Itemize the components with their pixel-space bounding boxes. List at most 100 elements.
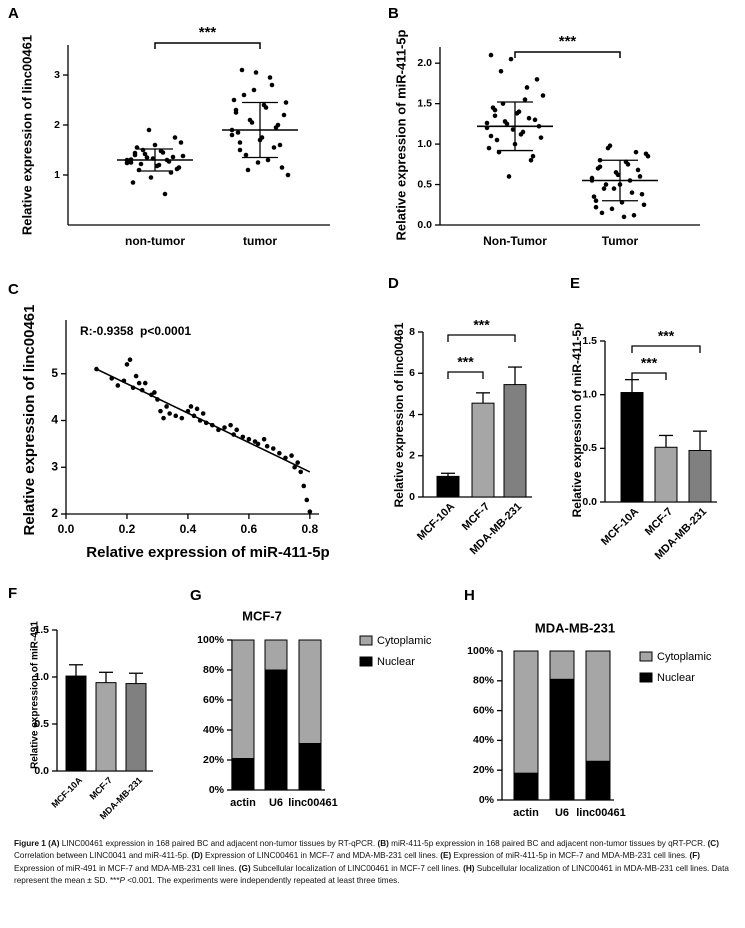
data-point: [283, 100, 289, 105]
data-point: [253, 70, 259, 75]
legend-label: Nuclear: [657, 672, 695, 684]
data-point: [152, 390, 157, 395]
y-axis-label: Relative expression of miR-411-5p: [393, 29, 408, 240]
data-point: [277, 450, 282, 456]
bar-segment: [298, 743, 322, 791]
data-point: [488, 133, 494, 139]
data-point: [597, 157, 603, 163]
bar: [471, 402, 495, 498]
data-point: [200, 411, 206, 416]
x-tick-label: 0.4: [180, 522, 197, 536]
data-point: [510, 127, 516, 132]
caption: Figure 1 (A) LINC00461 expression in 168…: [14, 838, 732, 887]
y-tick-label: 2.0: [417, 57, 432, 69]
significance-label: ***: [641, 355, 658, 371]
y-tick-label: 0.5: [582, 442, 597, 454]
legend-label: Nuclear: [377, 656, 415, 668]
data-point: [514, 111, 520, 116]
data-point: [615, 172, 621, 178]
bar: [95, 682, 117, 772]
bar-segment: [585, 760, 611, 801]
annotation: R:-0.9358 p<0.0001: [80, 324, 191, 338]
data-point: [593, 198, 599, 204]
data-point: [304, 497, 310, 503]
data-point: [235, 130, 241, 135]
data-point: [233, 110, 239, 115]
caption-run: Expression of miR-411-5p in MCF-7 and MD…: [451, 851, 690, 861]
data-point: [285, 172, 291, 178]
legend-swatch: [639, 672, 653, 683]
caption-run: Subcellular localization of LINC00461 in…: [14, 863, 729, 885]
data-point: [301, 483, 307, 489]
data-point: [601, 186, 607, 191]
x-axis-label: Relative expression of miR-411-5p: [86, 544, 329, 561]
caption-run: (C): [707, 839, 719, 848]
data-point: [255, 160, 261, 165]
data-point: [241, 92, 247, 98]
data-point: [591, 194, 597, 199]
data-point: [142, 151, 148, 157]
x-tick-label: 0.8: [302, 522, 319, 536]
data-point: [629, 190, 635, 195]
x-tick-label: actin: [230, 797, 256, 809]
x-tick-label: non-tumor: [125, 234, 185, 248]
data-point: [484, 120, 490, 126]
data-point: [146, 127, 152, 133]
y-tick-label: 1.5: [417, 97, 432, 109]
data-point: [540, 93, 546, 98]
data-point: [167, 411, 172, 416]
caption-run: (F): [689, 851, 700, 861]
data-point: [633, 149, 639, 155]
y-tick-label: 80%: [203, 664, 225, 676]
data-point: [534, 77, 540, 82]
data-point: [127, 357, 133, 363]
data-point: [492, 113, 498, 119]
bar: [503, 384, 527, 498]
significance-label: ***: [199, 24, 217, 41]
data-point: [255, 441, 261, 447]
y-axis-label: Relative expression of linc00461: [21, 305, 38, 536]
y-tick-label: 0.0: [417, 219, 432, 231]
x-tick-label: MCF-7: [643, 506, 675, 538]
data-point: [194, 406, 200, 412]
data-point: [621, 214, 627, 220]
significance-bracket: [447, 334, 516, 342]
y-tick-label: 100%: [467, 645, 495, 657]
data-point: [264, 443, 270, 449]
panel-label: B: [388, 5, 399, 22]
data-point: [275, 122, 281, 128]
y-tick-label: 1: [54, 169, 60, 181]
data-point: [172, 135, 178, 140]
caption-run: Figure 1: [14, 839, 49, 848]
x-tick-label: Non-Tumor: [483, 234, 547, 248]
caption-run: Expression of LINC00461 in MCF-7 and MDA…: [202, 851, 441, 861]
data-point: [599, 210, 605, 216]
x-tick-label: 0.6: [241, 522, 258, 536]
bar: [620, 392, 644, 503]
data-point: [161, 415, 166, 421]
data-point: [532, 117, 538, 123]
legend-swatch: [639, 651, 653, 662]
bar-segment: [513, 772, 539, 801]
x-tick-label: actin: [513, 807, 539, 819]
data-point: [307, 509, 313, 514]
bar-segment: [264, 669, 288, 791]
y-tick-label: 0.0: [582, 496, 597, 508]
bar: [436, 475, 460, 498]
data-point: [247, 117, 253, 123]
panel-label: E: [570, 275, 580, 292]
significance-label: ***: [473, 317, 490, 333]
x-tick-label: linc00461: [576, 807, 626, 819]
data-point: [530, 153, 536, 159]
legend-swatch: [359, 656, 373, 667]
y-tick-label: 4: [51, 413, 58, 427]
data-point: [528, 157, 534, 163]
y-tick-label: 60%: [203, 694, 225, 706]
bar: [688, 449, 712, 503]
bar-segment: [264, 639, 288, 671]
significance-bracket: [514, 51, 621, 58]
y-tick-label: 0%: [209, 784, 225, 796]
data-point: [639, 191, 645, 197]
data-point: [133, 373, 139, 379]
significance-bracket: [447, 371, 484, 379]
